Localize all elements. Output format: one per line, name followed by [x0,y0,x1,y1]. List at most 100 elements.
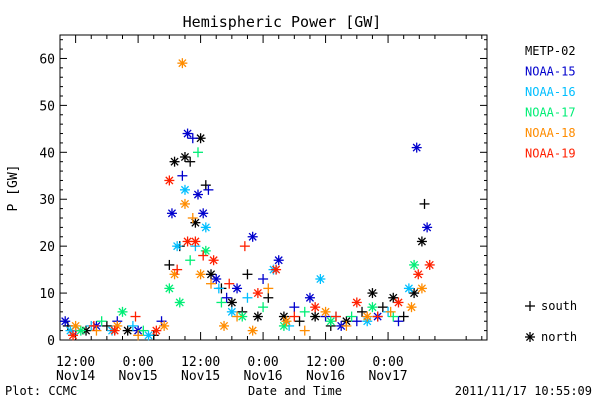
y-tick-label: 10 [39,287,55,302]
north-point [403,283,414,294]
series-noaa-18 [70,58,427,341]
north-point [143,330,154,341]
north-point [182,128,193,139]
south-point [385,306,396,317]
south-point [156,316,167,327]
south-point [101,320,112,331]
north-point [195,269,206,280]
legend-entry-noaa-18: NOAA-18 [525,126,576,140]
north-point [237,311,248,322]
north-point [304,292,315,303]
x-tick-label-date: Nov14 [56,369,95,384]
south-point [177,170,188,181]
plot-frame [59,34,488,341]
x-axis: 12:00Nov140:00Nov1512:00Nov150:00Nov1612… [56,35,483,384]
south-point [341,320,352,331]
north-point [192,189,203,200]
north-point [325,316,336,327]
north-point [172,241,183,252]
legend-entry-noaa-15: NOAA-15 [525,65,576,79]
north-point [177,58,188,69]
y-tick-label: 40 [39,146,55,161]
north-point [174,297,185,308]
x-tick-label-time: 12:00 [306,355,345,370]
x-tick-label-time: 0:00 [372,355,403,370]
south-point [138,325,149,336]
north-point [271,264,282,275]
north-point [122,325,133,336]
north-point [310,302,321,313]
north-point [179,152,190,162]
north-point [151,325,162,336]
south-point [232,311,243,322]
north-point [200,245,211,256]
north-point [351,297,362,308]
north-point [252,311,263,322]
south-point [351,316,362,327]
x-tick-label-date: Nov17 [368,369,407,384]
south-point [299,325,310,336]
south-point [88,320,99,331]
north-point [409,259,420,270]
y-tick-label: 60 [39,52,55,67]
north-point [70,320,81,331]
south-point [242,292,253,303]
north-point [315,274,326,284]
north-point [424,259,435,270]
south-point [398,311,409,322]
south-point [299,306,310,317]
south-point [172,264,183,275]
south-point [187,133,198,144]
south-point [164,259,175,270]
north-point [208,255,219,266]
south-point [96,316,107,327]
north-point [166,208,177,219]
south-point [127,320,138,331]
south-point [203,184,214,195]
north-point [226,306,237,317]
y-tick-label: 50 [39,99,55,114]
north-point [411,142,422,153]
x-tick-label-date: Nov16 [306,369,345,384]
south-point [388,311,399,322]
north-point [367,302,378,313]
south-point [213,283,224,294]
x-tick-label-time: 12:00 [56,355,95,370]
north-point [422,222,433,233]
north-point [219,320,230,331]
north-point [211,274,222,284]
south-point [133,330,144,341]
series-noaa-15 [60,128,433,336]
north-point [367,288,378,299]
south-point [206,278,217,289]
legend-entry-noaa-17: NOAA-17 [525,106,576,120]
north-point [416,236,427,247]
legend-north-marker [525,332,535,342]
south-point [258,302,269,313]
south-point [357,306,368,317]
north-point [416,283,427,294]
south-point [242,269,253,280]
south-point [294,316,305,327]
south-point [239,241,250,252]
south-point [377,302,388,313]
north-point [273,255,284,266]
series-noaa-17 [75,147,420,336]
north-point [336,320,347,331]
south-point [419,198,430,209]
north-point [60,316,71,327]
south-point [221,292,232,303]
y-tick-label: 30 [39,193,55,208]
south-point [346,311,357,322]
legend-entry-noaa-16: NOAA-16 [525,85,576,99]
south-point [185,255,196,266]
y-tick-label: 20 [39,240,55,255]
south-point [216,297,227,308]
north-point [310,311,321,322]
south-point [130,311,141,322]
x-tick-label-date: Nov15 [119,369,158,384]
x-tick-label-date: Nov16 [244,369,283,384]
north-point [247,231,258,242]
x-axis-label: Date and Time [248,384,342,398]
north-point [406,302,417,313]
